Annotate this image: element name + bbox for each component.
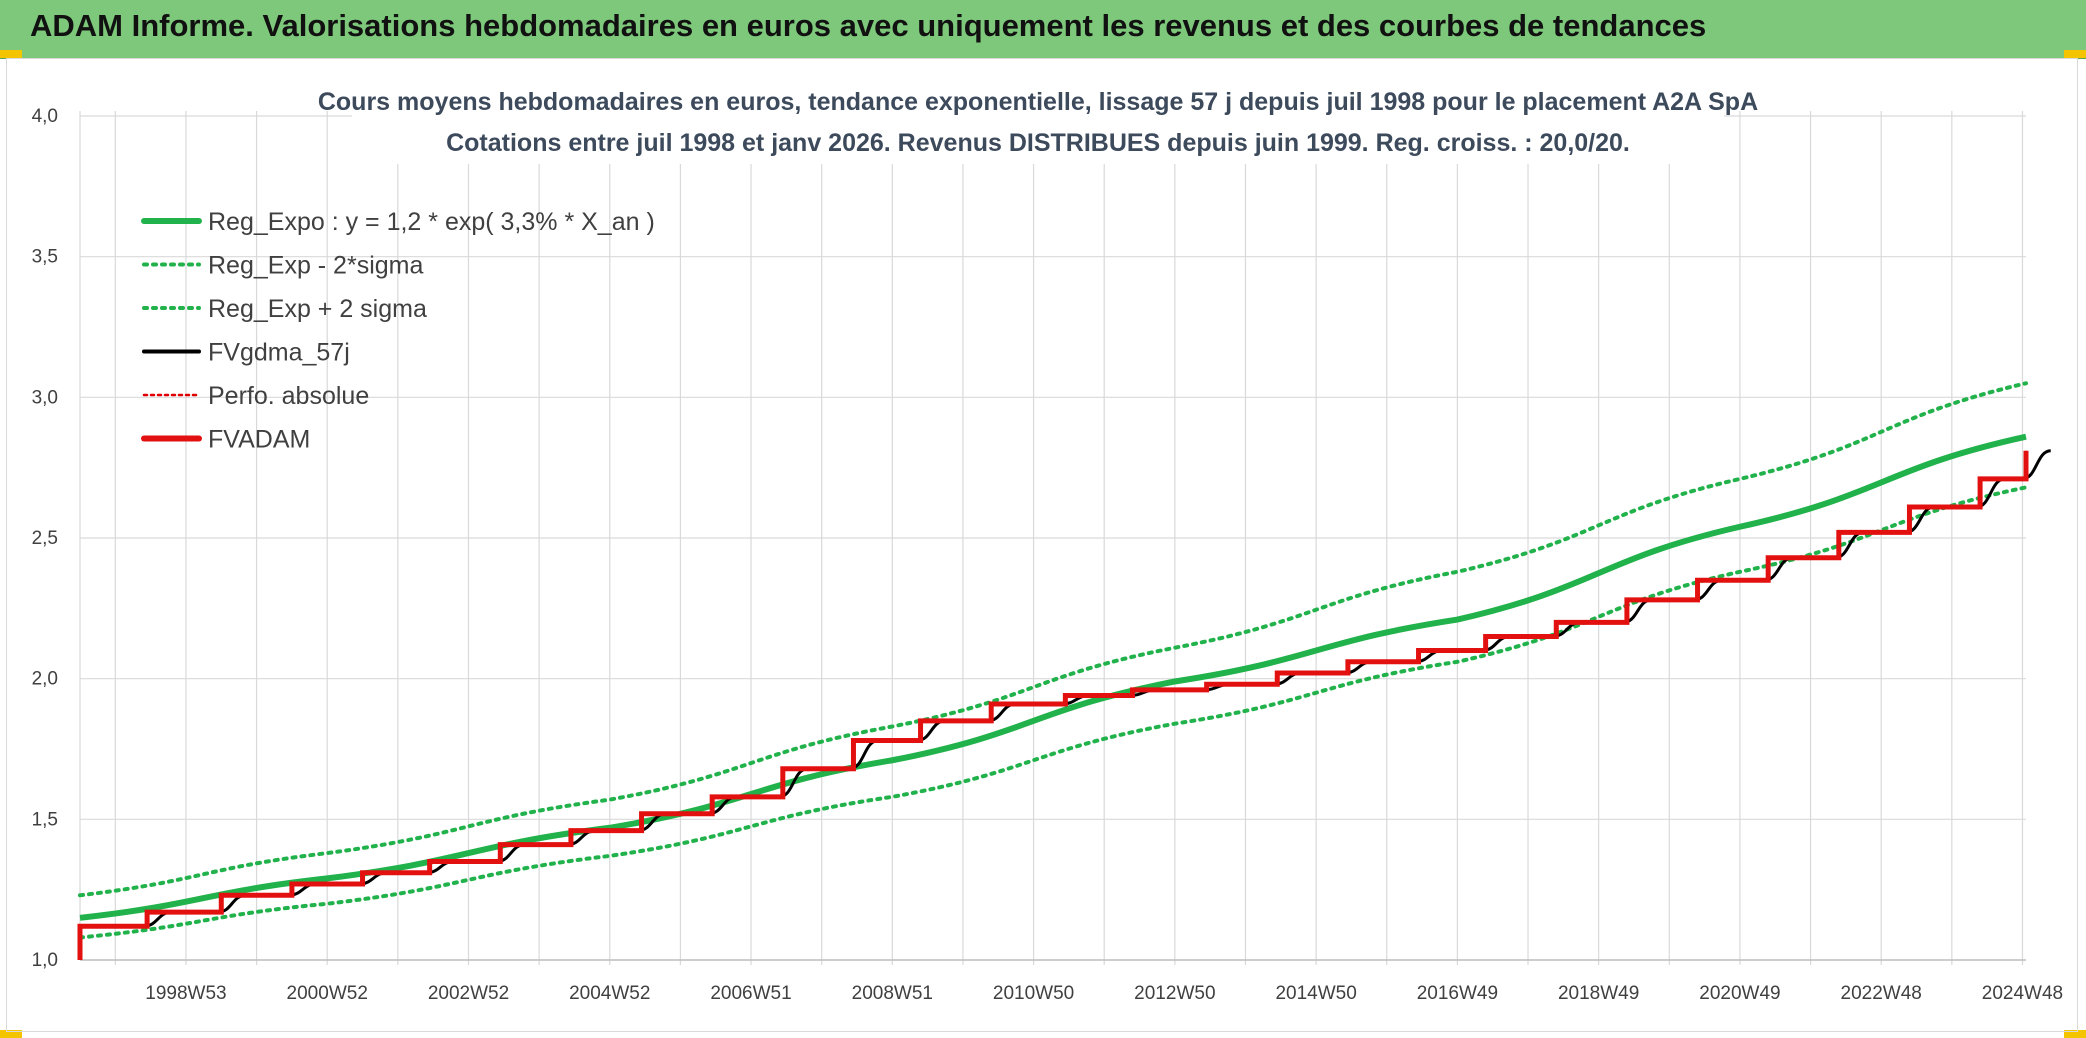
- series-reg-exp-plus-2sigma: [78, 381, 2028, 898]
- x-tick-label: 2016W49: [1417, 983, 1498, 1004]
- title-background: [352, 82, 1724, 164]
- gridlines: [79, 111, 2026, 965]
- y-tick-label: 4,0: [32, 106, 58, 127]
- series-fvadam: [77, 450, 2029, 960]
- x-tick-label: 2000W52: [287, 983, 368, 1004]
- x-tick-label: 2020W49: [1699, 983, 1780, 1004]
- x-axis-ticks: 1998W53 2000W52 2002W52 2004W52 2006W51 2008W…: [145, 983, 2063, 1004]
- y-tick-label: 2,0: [32, 669, 58, 690]
- series-reg-expo: [79, 433, 2027, 921]
- series-reg-exp-minus-2sigma: [78, 485, 2028, 940]
- legend-label: FVgdma_57j: [208, 339, 350, 367]
- report-banner: ADAM Informe. Valorisations hebdomadaire…: [0, 0, 2086, 59]
- y-tick-label: 3,0: [32, 387, 58, 408]
- series-lines: [77, 381, 2052, 960]
- x-tick-label: 2022W48: [1841, 983, 1922, 1004]
- y-tick-label: 3,5: [32, 247, 58, 268]
- corner-marker: [2064, 1030, 2086, 1038]
- corner-marker: [0, 1030, 22, 1038]
- y-tick-label: 2,5: [32, 528, 58, 549]
- report-title: ADAM Informe. Valorisations hebdomadaire…: [30, 8, 1707, 43]
- chart-area-border: [6, 58, 2078, 1032]
- legend-label: Perfo. absolue: [208, 382, 369, 410]
- x-tick-label: 2012W50: [1134, 983, 1215, 1004]
- corner-marker: [0, 50, 22, 58]
- x-tick-label: 2010W50: [993, 983, 1074, 1004]
- x-tick-label: 2006W51: [710, 983, 791, 1004]
- chart-title-line-2: Cotations entre juil 1998 et janv 2026. …: [446, 129, 1630, 157]
- legend-label: FVADAM: [208, 426, 310, 454]
- legend-label: Reg_Exp + 2 sigma: [208, 295, 427, 323]
- legend: Reg_Expo : y = 1,2 * exp( 3,3% * X_an ) R…: [141, 208, 655, 454]
- x-tick-label: 2008W51: [852, 983, 933, 1004]
- legend-label: Reg_Expo : y = 1,2 * exp( 3,3% * X_an ): [208, 208, 655, 236]
- x-tick-label: 2002W52: [428, 983, 509, 1004]
- x-tick-label: 2018W49: [1558, 983, 1639, 1004]
- legend-label: Reg_Exp - 2*sigma: [208, 252, 423, 280]
- chart-title-line-1: Cours moyens hebdomadaires en euros, ten…: [318, 88, 1758, 116]
- x-tick-label: 1998W53: [145, 983, 226, 1004]
- x-tick-label: 2024W48: [1982, 983, 2063, 1004]
- corner-marker: [2064, 50, 2086, 58]
- y-tick-label: 1,5: [32, 809, 58, 830]
- y-axis-ticks: 1,0 1,5 2,0 2,5 3,0 3,5 4,0: [32, 106, 58, 971]
- x-tick-label: 2004W52: [569, 983, 650, 1004]
- y-tick-label: 1,0: [32, 950, 58, 971]
- x-tick-label: 2014W50: [1275, 983, 1356, 1004]
